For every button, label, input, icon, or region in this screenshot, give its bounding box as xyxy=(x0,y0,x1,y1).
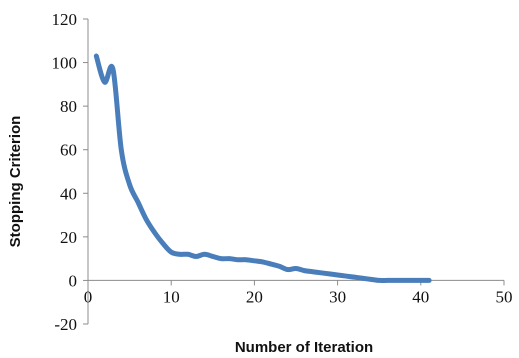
y-tick-label: -20 xyxy=(54,315,77,334)
y-tick-label: 20 xyxy=(60,228,77,247)
series-line xyxy=(93,53,432,284)
x-tick-label: 40 xyxy=(412,287,429,306)
tick-labels: -20 0 20 40 60 80 100 120 0 10 20 30 40 50 xyxy=(52,10,513,334)
x-tick-label: 30 xyxy=(329,287,346,306)
y-tick-label: 0 xyxy=(69,271,78,290)
y-tick-label: 60 xyxy=(60,141,77,160)
x-axis-title: Number of Iteration xyxy=(235,339,373,356)
x-tick-label: 0 xyxy=(84,287,93,306)
y-tick-label: 120 xyxy=(52,10,78,29)
tick-marks xyxy=(83,18,505,325)
y-axis-title: Stopping Criterion xyxy=(7,116,24,248)
x-tick-label: 50 xyxy=(496,287,513,306)
y-tick-label: 100 xyxy=(52,54,78,73)
axes xyxy=(87,19,504,324)
series-layer xyxy=(93,53,432,284)
x-tick-label: 10 xyxy=(163,287,180,306)
y-tick-label: 80 xyxy=(60,97,77,116)
x-tick-label: 20 xyxy=(246,287,263,306)
y-tick-label: 40 xyxy=(60,184,77,203)
